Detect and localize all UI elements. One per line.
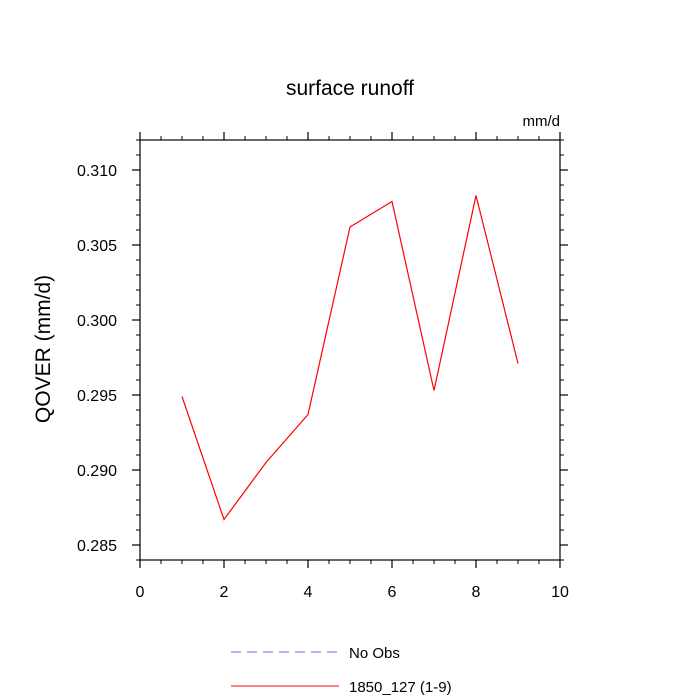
y-tick-label: 0.295 [77,388,117,405]
y-tick-label: 0.300 [77,313,117,330]
series-line [181,195,519,521]
x-tick-label: 4 [304,584,313,601]
y-tick-label: 0.285 [77,538,117,555]
plot-frame [139,139,561,561]
axes: 0 2 4 6 8 10 0.285 0.290 0.295 0.300 0.305 0.310 [77,132,569,601]
x-tick-label: 0 [136,584,145,601]
y-tick-label: 0.305 [77,238,117,255]
x-tick-label: 8 [472,584,481,601]
legend-label: No Obs [349,645,400,662]
series-layer [181,195,519,521]
y-tick-label: 0.310 [77,163,117,180]
chart-title: surface runoff [286,77,414,100]
x-tick-label: 2 [220,584,229,601]
y-tick-label: 0.290 [77,463,117,480]
legend-label: 1850_127 (1-9) [349,679,452,696]
legend: No Obs 1850_127 (1-9) [231,645,452,696]
units-label: mm/d [523,113,561,130]
x-tick-label: 6 [388,584,397,601]
x-tick-label: 10 [551,584,569,601]
y-axis-label: QOVER (mm/d) [32,275,55,423]
